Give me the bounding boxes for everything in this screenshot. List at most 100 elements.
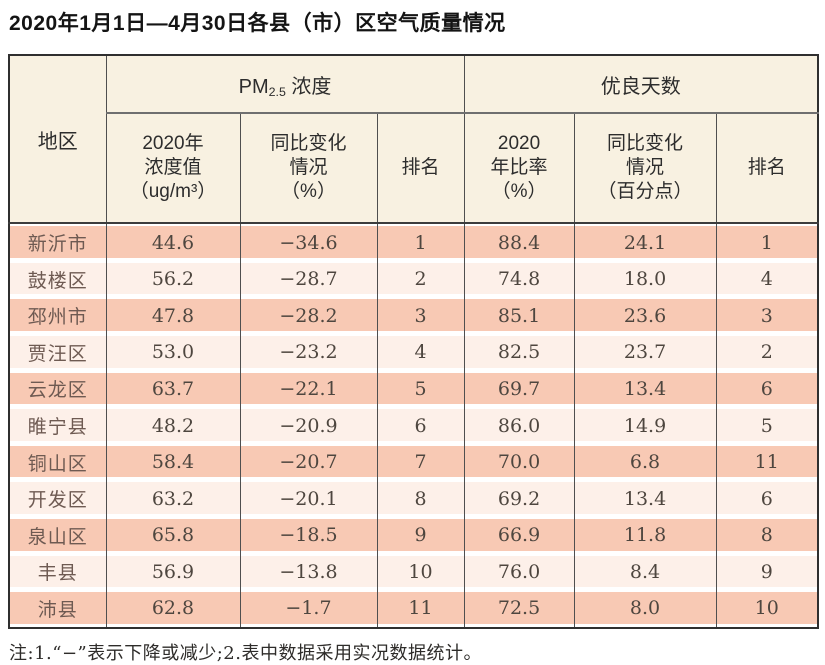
gd-rank-cell: 6 — [715, 370, 819, 408]
pm-change-cell: −18.5 — [239, 517, 377, 554]
region-cell: 泉山区 — [9, 517, 106, 554]
pm-value-cell: 56.9 — [105, 553, 240, 591]
pm-value-cell: 56.2 — [105, 260, 240, 298]
gd-rank-cell: 8 — [715, 517, 819, 554]
pm-value-cell: 48.2 — [105, 407, 240, 444]
region-cell: 铜山区 — [9, 443, 106, 481]
table-row: 泉山区 65.8 −18.5 9 66.9 11.8 8 — [9, 517, 819, 554]
table-row: 鼓楼区 56.2 −28.7 2 74.8 18.0 4 — [9, 260, 819, 298]
pm-value-cell: 63.2 — [105, 480, 240, 517]
table-row: 睢宁县 48.2 −20.9 6 86.0 14.9 5 — [9, 407, 819, 444]
pm-group-label-suffix: 浓度 — [285, 75, 332, 98]
gd-change-cell: 13.4 — [573, 480, 717, 517]
pm-change-cell: −22.1 — [239, 370, 377, 408]
gd-ratio-cell: 88.4 — [463, 223, 575, 261]
gd-ratio-cell: 86.0 — [463, 407, 575, 444]
pm-value-cell: 44.6 — [105, 223, 240, 261]
gd-change-header: 同比变化 情况 （百分点） — [573, 113, 717, 224]
gd-ratio-cell: 82.5 — [463, 334, 575, 371]
table-header: 地区 PM2.5 浓度 优良天数 2020年 浓度值 （ug/m³） 同比变化 … — [9, 55, 819, 224]
gd-rank-cell: 5 — [715, 407, 819, 444]
gd-ratio-header: 2020 年比率 （%） — [463, 113, 575, 224]
pm-change-cell: −23.2 — [239, 334, 377, 371]
gd-rank-cell: 6 — [715, 480, 819, 517]
pm-change-cell: −20.9 — [239, 407, 377, 444]
pm-rank-cell: 6 — [376, 407, 465, 444]
pm-value-cell: 63.7 — [105, 370, 240, 408]
table-row: 邳州市 47.8 −28.2 3 85.1 23.6 3 — [9, 297, 819, 335]
region-cell: 开发区 — [9, 480, 106, 517]
pm-rank-header: 排名 — [376, 113, 465, 224]
region-cell: 沛县 — [9, 590, 106, 628]
pm-rank-cell: 11 — [376, 590, 465, 628]
region-header: 地区 — [9, 55, 106, 224]
table-row: 丰县 56.9 −13.8 10 76.0 8.4 9 — [9, 553, 819, 591]
pm-value-cell: 47.8 — [105, 297, 240, 335]
gd-change-cell: 13.4 — [573, 370, 717, 408]
gd-change-cell: 8.4 — [573, 553, 717, 591]
pm-change-cell: −20.7 — [239, 443, 377, 481]
pm-subscript: 2.5 — [268, 84, 286, 99]
pm-change-cell: −28.7 — [239, 260, 377, 298]
table-body: 新沂市 44.6 −34.6 1 88.4 24.1 1 鼓楼区 56.2 −2… — [9, 223, 819, 628]
pm-rank-cell: 5 — [376, 370, 465, 408]
pm-change-header: 同比变化 情况 （%） — [239, 113, 377, 224]
gd-rank-header: 排名 — [715, 113, 819, 224]
table-row: 云龙区 63.7 −22.1 5 69.7 13.4 6 — [9, 370, 819, 408]
gd-change-cell: 6.8 — [573, 443, 717, 481]
gd-rank-cell: 2 — [715, 334, 819, 371]
pm-group-label-prefix: PM — [238, 75, 269, 98]
pm-rank-cell: 1 — [376, 223, 465, 261]
gd-change-cell: 8.0 — [573, 590, 717, 628]
pm-rank-cell: 7 — [376, 443, 465, 481]
pm-value-cell: 58.4 — [105, 443, 240, 481]
pm-rank-cell: 10 — [376, 553, 465, 591]
pm-rank-cell: 3 — [376, 297, 465, 335]
region-cell: 新沂市 — [9, 223, 106, 261]
pm-value-header: 2020年 浓度值 （ug/m³） — [105, 113, 240, 224]
region-cell: 邳州市 — [9, 297, 106, 335]
gd-ratio-cell: 66.9 — [463, 517, 575, 554]
gd-rank-cell: 4 — [715, 260, 819, 298]
gd-ratio-cell: 69.7 — [463, 370, 575, 408]
sub-header-row: 2020年 浓度值 （ug/m³） 同比变化 情况 （%） 排名 2020 年比… — [9, 113, 819, 224]
pm-change-cell: −20.1 — [239, 480, 377, 517]
gd-change-cell: 24.1 — [573, 223, 717, 261]
table-row: 开发区 63.2 −20.1 8 69.2 13.4 6 — [9, 480, 819, 517]
region-cell: 睢宁县 — [9, 407, 106, 444]
gd-rank-cell: 11 — [715, 443, 819, 481]
gd-ratio-cell: 85.1 — [463, 297, 575, 335]
pm-change-cell: −28.2 — [239, 297, 377, 335]
gd-change-cell: 23.7 — [573, 334, 717, 371]
table-row: 新沂市 44.6 −34.6 1 88.4 24.1 1 — [9, 223, 819, 261]
air-quality-table: 地区 PM2.5 浓度 优良天数 2020年 浓度值 （ug/m³） 同比变化 … — [8, 54, 820, 629]
gd-ratio-cell: 72.5 — [463, 590, 575, 628]
gd-ratio-cell: 74.8 — [463, 260, 575, 298]
gd-ratio-cell: 76.0 — [463, 553, 575, 591]
region-cell: 云龙区 — [9, 370, 106, 408]
gd-change-cell: 18.0 — [573, 260, 717, 298]
pm-value-cell: 65.8 — [105, 517, 240, 554]
page-title: 2020年1月1日—4月30日各县（市）区空气质量情况 — [9, 12, 506, 35]
table-row: 贾汪区 53.0 −23.2 4 82.5 23.7 2 — [9, 334, 819, 371]
table-row: 沛县 62.8 −1.7 11 72.5 8.0 10 — [9, 590, 819, 628]
gd-rank-cell: 1 — [715, 223, 819, 261]
pm-rank-cell: 2 — [376, 260, 465, 298]
pm-change-cell: −13.8 — [239, 553, 377, 591]
pm-value-cell: 62.8 — [105, 590, 240, 628]
gd-rank-cell: 10 — [715, 590, 819, 628]
pm-change-cell: −1.7 — [239, 590, 377, 628]
pm-rank-cell: 4 — [376, 334, 465, 371]
gd-change-cell: 14.9 — [573, 407, 717, 444]
gd-ratio-cell: 70.0 — [463, 443, 575, 481]
gd-rank-cell: 3 — [715, 297, 819, 335]
pm-rank-cell: 9 — [376, 517, 465, 554]
pm-value-cell: 53.0 — [105, 334, 240, 371]
group-header-row: 地区 PM2.5 浓度 优良天数 — [9, 55, 819, 224]
good-days-group-header: 优良天数 — [463, 55, 819, 115]
region-cell: 贾汪区 — [9, 334, 106, 371]
gd-rank-cell: 9 — [715, 553, 819, 591]
footnote: 注:1.“−”表示下降或减少;2.表中数据采用实况数据统计。 — [9, 642, 482, 664]
gd-change-cell: 23.6 — [573, 297, 717, 335]
gd-change-cell: 11.8 — [573, 517, 717, 554]
